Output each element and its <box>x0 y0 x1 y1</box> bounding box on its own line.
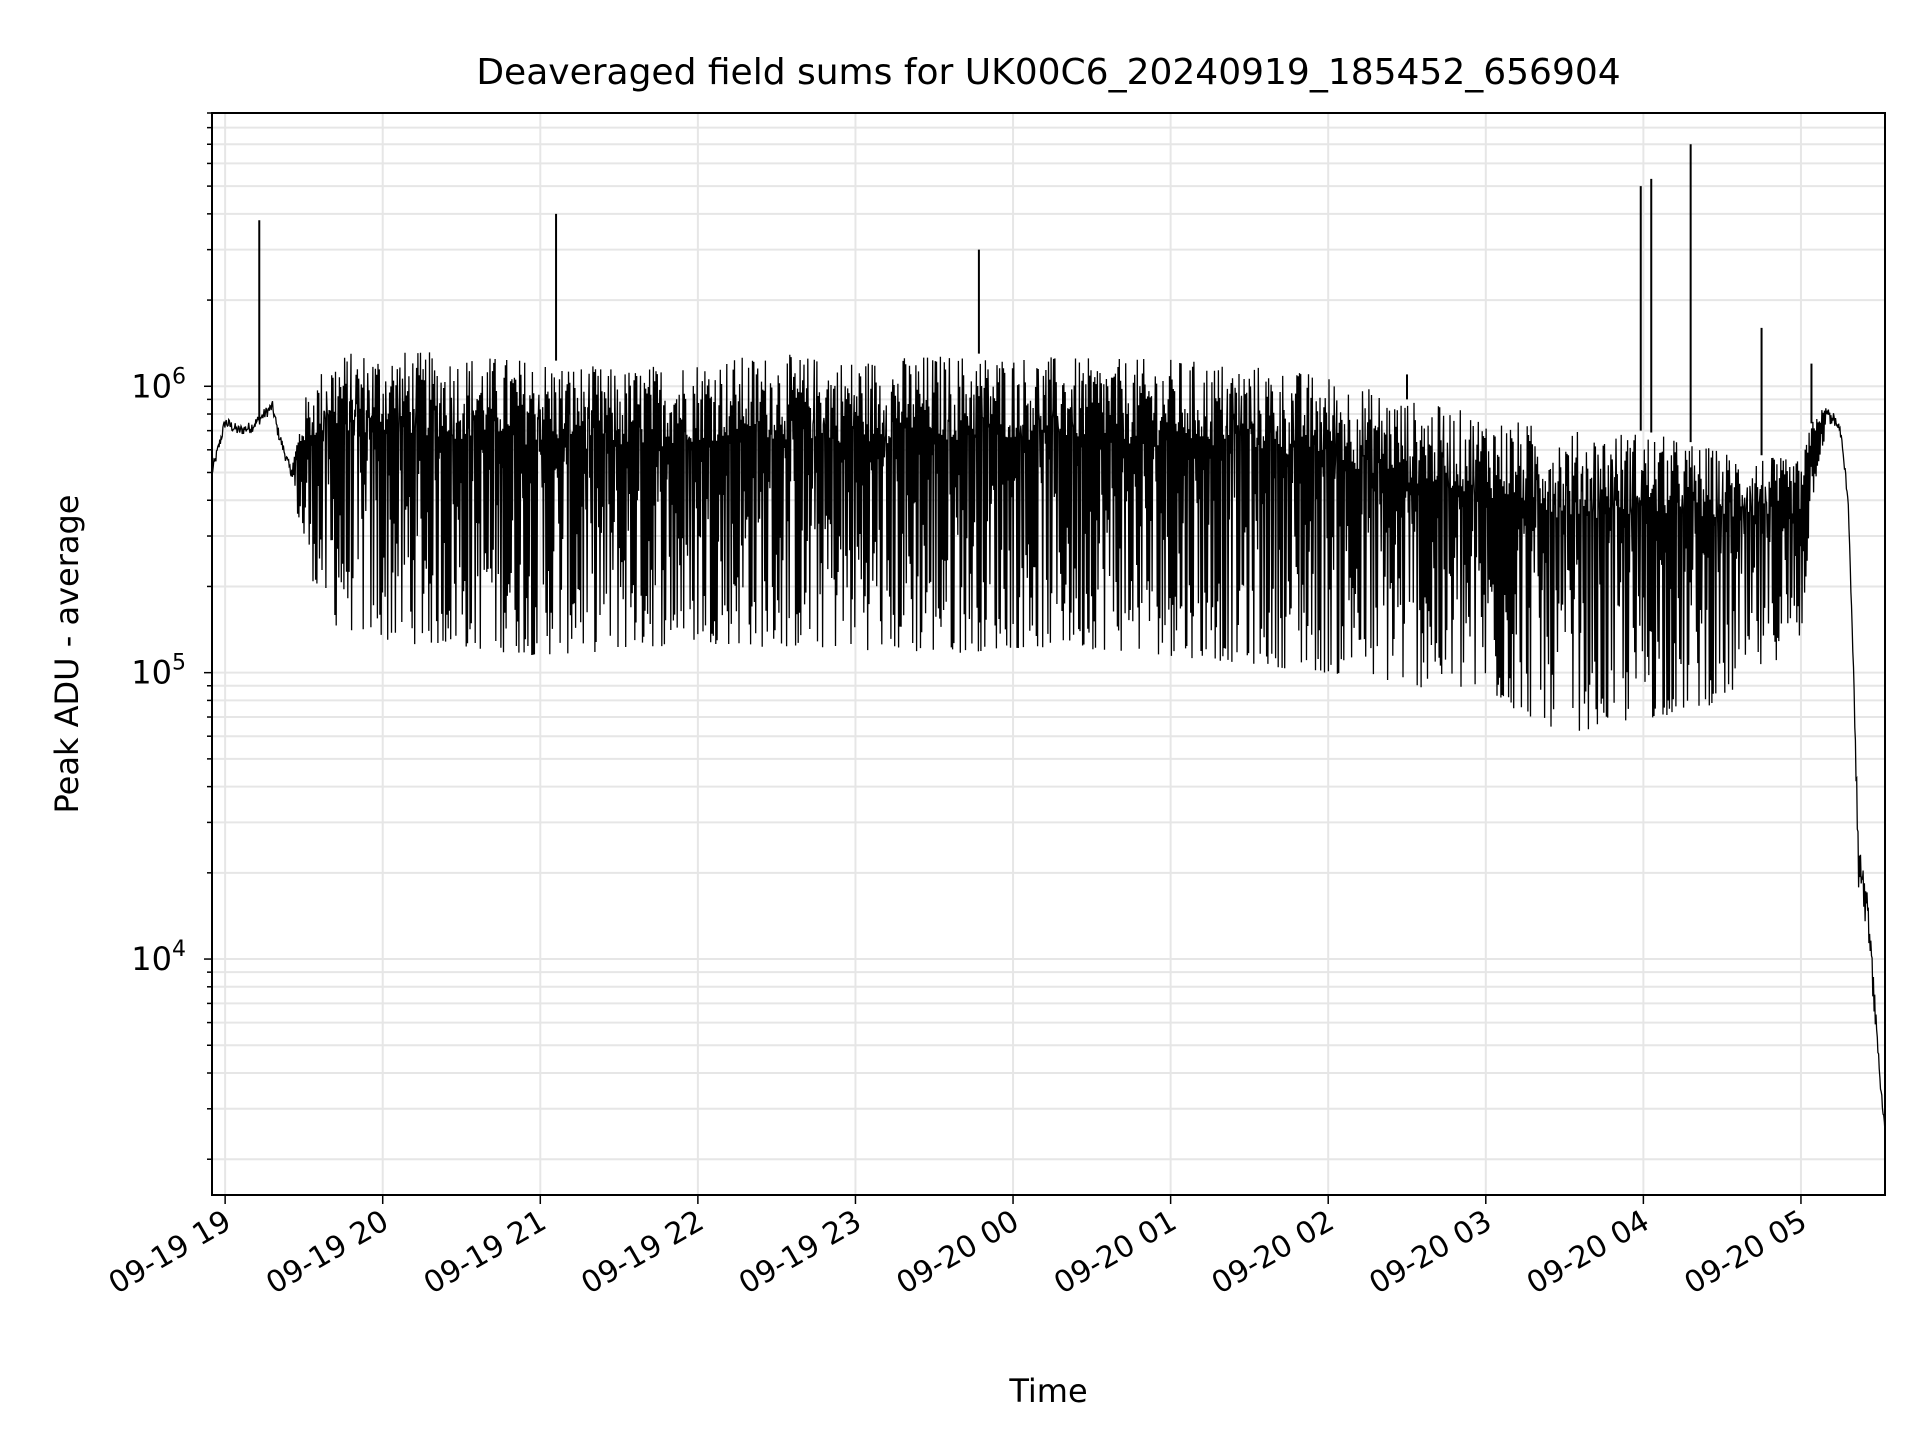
tick-layer: 09-19 19 09-19 20 09-19 21 09-19 22 09-19 23… <box>103 112 1813 1302</box>
x-tick-label: 09-20 05 <box>1679 1204 1813 1302</box>
x-tick-label: 09-20 01 <box>1048 1204 1182 1302</box>
data-series-line <box>211 352 1886 1134</box>
y-tick-label: 105 <box>131 651 186 692</box>
chart-title: Deaveraged field sums for UK00C6_2024091… <box>476 52 1620 93</box>
x-tick-label: 09-19 20 <box>260 1204 394 1302</box>
x-axis-label: Time <box>1008 1372 1087 1410</box>
x-tick-label: 09-20 04 <box>1521 1204 1655 1302</box>
x-tick-label: 09-20 02 <box>1206 1204 1340 1302</box>
y-tick-label: 106 <box>131 364 186 405</box>
x-tick-label: 09-20 03 <box>1363 1204 1497 1302</box>
x-tick-label: 09-19 23 <box>733 1204 867 1302</box>
plot-frame <box>211 112 1886 1196</box>
y-tick-label: 104 <box>131 937 186 978</box>
x-tick-label: 09-19 22 <box>576 1204 710 1302</box>
data-layer <box>211 144 1886 1134</box>
x-tick-label: 09-19 21 <box>418 1204 552 1302</box>
x-tick-label: 09-19 19 <box>103 1204 237 1302</box>
grid-layer <box>212 112 1885 1195</box>
y-axis-label: Peak ADU - average <box>48 495 86 814</box>
x-tick-label: 09-20 00 <box>891 1204 1025 1302</box>
